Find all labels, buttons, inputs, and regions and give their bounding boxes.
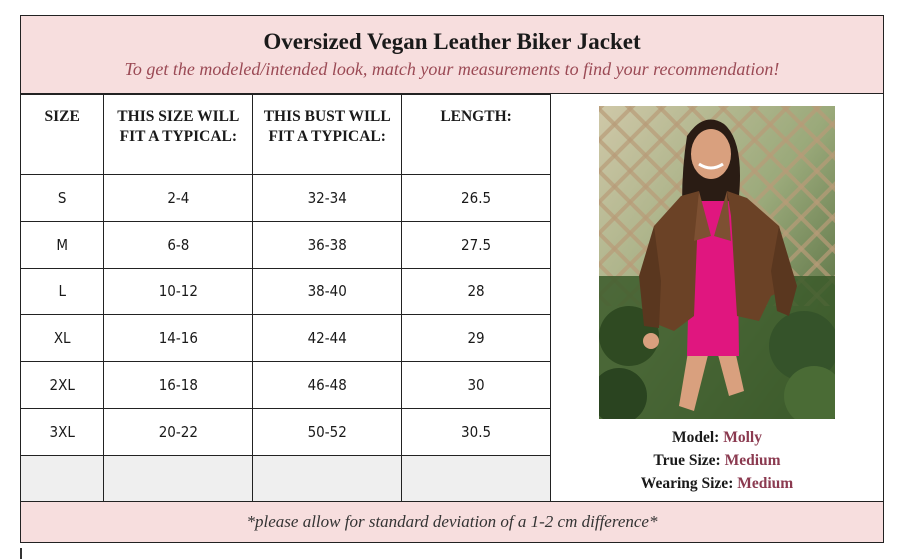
model-photo	[599, 106, 835, 419]
footer-note: *please allow for standard deviation of …	[21, 501, 883, 542]
table-row: 3XL 20-22 50-52 30.5	[21, 407, 551, 456]
page-subtitle: To get the modeled/intended look, match …	[124, 59, 780, 79]
cell-fit: 14-16	[103, 314, 254, 363]
size-table: SIZE THIS SIZE WILL FIT A TYPICAL: THIS …	[21, 94, 551, 504]
cell-size: S	[21, 174, 105, 222]
model-name: Molly	[723, 429, 762, 446]
table-row-empty	[21, 454, 551, 504]
cell-size: L	[21, 267, 105, 316]
chart-header: Oversized Vegan Leather Biker Jacket To …	[21, 16, 883, 94]
cell-size: 3XL	[21, 407, 105, 456]
column-header-bust: THIS BUST WILL FIT A TYPICAL:	[252, 94, 403, 175]
true-size-line: True Size: Medium	[551, 449, 883, 472]
cell-length: 30	[401, 361, 551, 409]
model-label: Model:	[672, 429, 720, 446]
cell-fit: 16-18	[103, 361, 254, 409]
table-header-row: SIZE THIS SIZE WILL FIT A TYPICAL: THIS …	[21, 94, 551, 175]
table-row: XL 14-16 42-44 29	[21, 314, 551, 363]
cell-bust: 46-48	[252, 361, 403, 409]
wearing-size-value: Medium	[737, 475, 794, 492]
table-row: 2XL 16-18 46-48 30	[21, 361, 551, 409]
size-chart: Oversized Vegan Leather Biker Jacket To …	[20, 15, 884, 543]
model-photo-illustration	[599, 106, 835, 419]
cell-length: 29	[401, 314, 551, 363]
page-title: Oversized Vegan Leather Biker Jacket	[263, 29, 641, 54]
cell-empty	[103, 454, 254, 504]
cell-empty	[401, 454, 551, 504]
wearing-size-label: Wearing Size:	[640, 475, 734, 492]
cell-fit: 6-8	[103, 220, 254, 269]
cell-fit: 10-12	[103, 267, 254, 316]
cell-fit: 2-4	[103, 174, 254, 222]
text-cursor	[20, 548, 22, 559]
cell-bust: 36-38	[252, 220, 403, 269]
cell-length: 26.5	[401, 174, 551, 222]
column-header-fit: THIS SIZE WILL FIT A TYPICAL:	[103, 94, 254, 175]
wearing-size-line: Wearing Size: Medium	[551, 472, 883, 495]
true-size-label: True Size:	[653, 452, 721, 469]
cell-empty	[252, 454, 403, 504]
cell-fit: 20-22	[103, 407, 254, 456]
column-header-size: SIZE	[21, 94, 105, 175]
model-info: Model: Molly True Size: Medium Wearing S…	[551, 426, 883, 495]
model-panel: Model: Molly True Size: Medium Wearing S…	[551, 94, 883, 501]
cell-size: 2XL	[21, 361, 105, 409]
column-header-length: LENGTH:	[401, 94, 551, 175]
cell-length: 30.5	[401, 407, 551, 456]
cell-empty	[21, 454, 105, 504]
cell-length: 27.5	[401, 220, 551, 269]
table-row: S 2-4 32-34 26.5	[21, 174, 551, 222]
cell-bust: 38-40	[252, 267, 403, 316]
cell-bust: 42-44	[252, 314, 403, 363]
table-row: L 10-12 38-40 28	[21, 267, 551, 316]
cell-size: XL	[21, 314, 105, 363]
cell-length: 28	[401, 267, 551, 316]
true-size-value: Medium	[724, 452, 781, 469]
model-name-line: Model: Molly	[551, 426, 883, 449]
cell-bust: 32-34	[252, 174, 403, 222]
cell-size: M	[21, 220, 105, 269]
table-row: M 6-8 36-38 27.5	[21, 220, 551, 269]
cell-bust: 50-52	[252, 407, 403, 456]
